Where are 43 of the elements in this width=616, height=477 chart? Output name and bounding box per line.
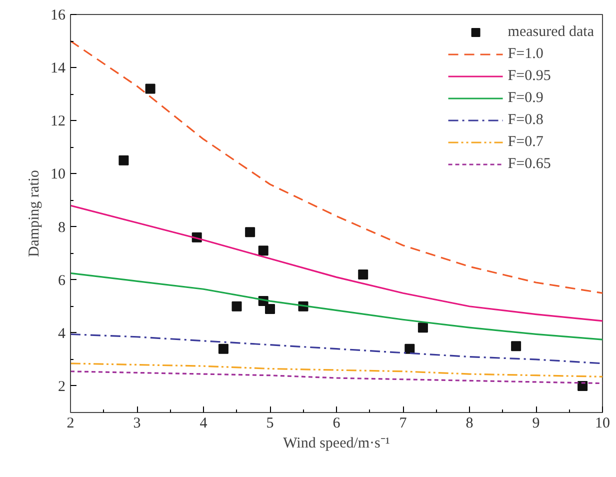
point [404,344,415,354]
point [232,301,242,312]
x-tick-label: 9 [532,416,540,432]
legend-label: F=1.0 [508,46,544,62]
y-axis-title: Damping ratio [26,170,42,258]
point [511,341,522,352]
x-tick-label: 5 [266,416,274,432]
line-series [70,333,602,364]
x-tick-label: 3 [133,416,141,432]
point [578,380,588,391]
x-tick-label: 6 [332,416,341,432]
point [118,155,129,166]
y-tick-label: 6 [58,272,66,289]
line-series [70,40,602,294]
line-series [70,370,602,384]
point [265,304,275,314]
x-axis-title: Wind speed/m·s⁻¹ [283,436,390,452]
legend-label: F=0.9 [508,90,544,106]
y-tick-label: 12 [50,114,66,130]
x-tick-label: 10 [595,416,610,432]
legend-label: F=0.7 [508,134,544,150]
y-tick-label: 14 [50,60,66,77]
point [145,84,156,94]
y-tick-label: 8 [58,220,66,236]
x-tick-label: 4 [200,416,208,432]
line-series [70,204,602,322]
point [418,322,428,333]
legend-label: F=0.95 [508,68,551,84]
line-series [70,362,602,378]
x-tick-label: 8 [466,416,474,432]
legend-label: measured data [508,24,594,40]
legend-label: F=0.65 [508,156,551,172]
x-tick-label: 7 [399,416,408,432]
y-tick-label: 10 [50,166,66,183]
point [218,344,228,354]
y-tick-label: 4 [58,326,66,342]
point [258,246,268,256]
point [358,270,368,280]
point [245,227,256,238]
y-tick-label: 16 [50,8,66,24]
y-tick-label: 2 [58,378,66,395]
line-series [70,272,602,340]
legend-label: F=0.8 [508,112,544,128]
